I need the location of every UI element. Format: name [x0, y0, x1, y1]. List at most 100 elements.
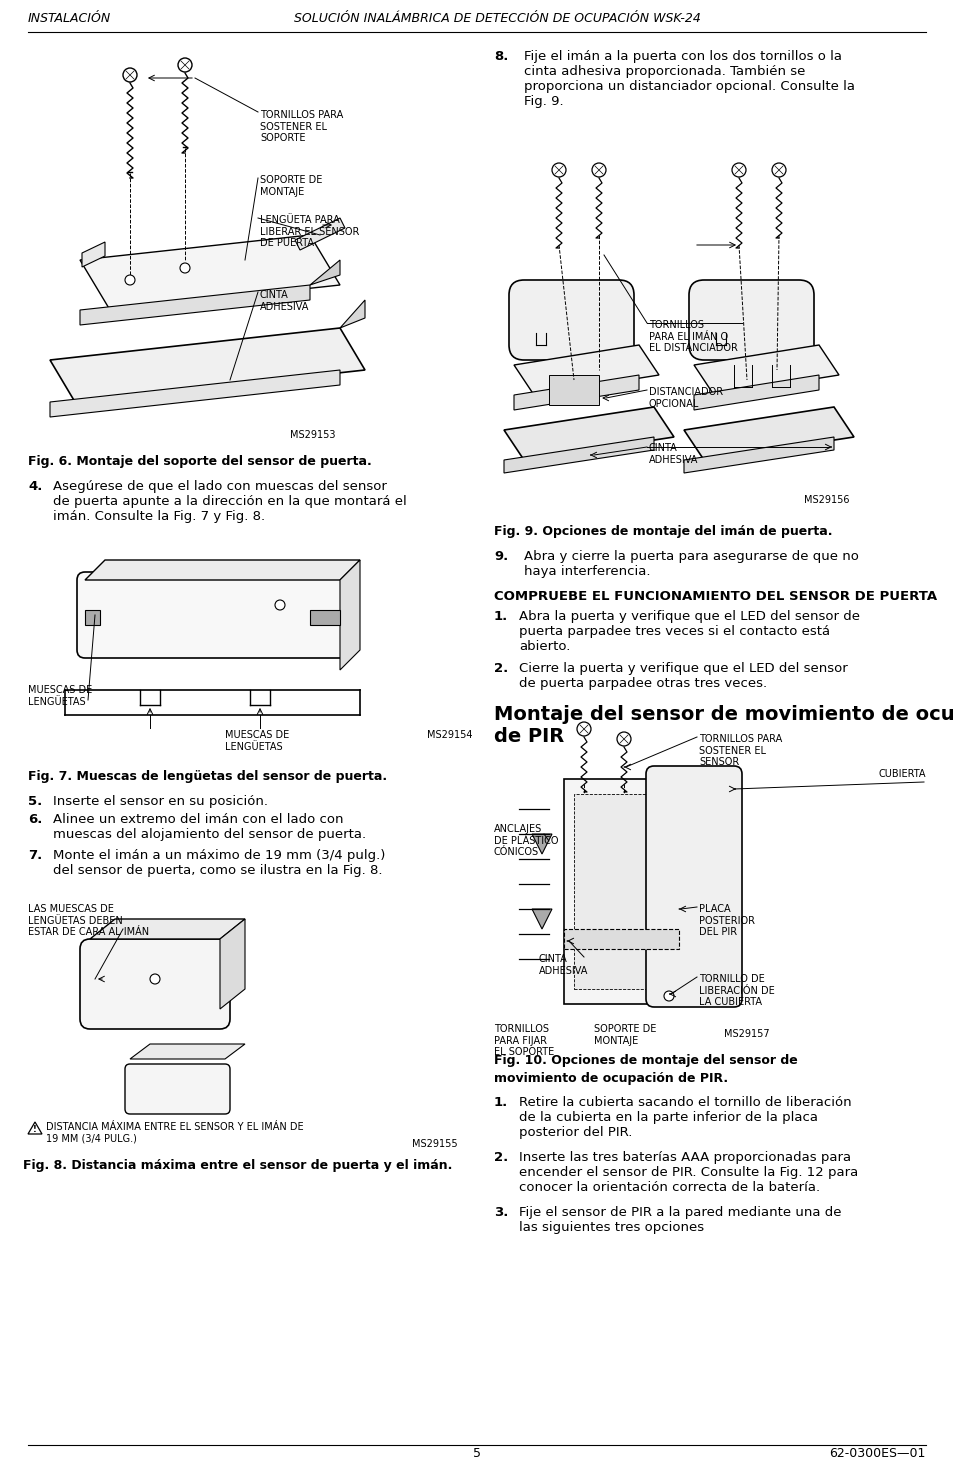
Text: Asegúrese de que el lado con muescas del sensor
de puerta apunte a la dirección : Asegúrese de que el lado con muescas del…	[53, 479, 406, 524]
Text: TORNILLOS
PARA EL IMÁN O
EL DISTANCIADOR: TORNILLOS PARA EL IMÁN O EL DISTANCIADOR	[648, 320, 737, 353]
Text: Fije el imán a la puerta con los dos tornillos o la
cinta adhesiva proporcionada: Fije el imán a la puerta con los dos tor…	[523, 50, 854, 108]
Text: TORNILLOS PARA
SOSTENER EL
SOPORTE: TORNILLOS PARA SOSTENER EL SOPORTE	[260, 111, 343, 143]
Polygon shape	[503, 407, 673, 460]
Text: Inserte las tres baterías AAA proporcionadas para
encender el sensor de PIR. Con: Inserte las tres baterías AAA proporcion…	[518, 1150, 858, 1193]
Text: SOPORTE DE
MONTAJE: SOPORTE DE MONTAJE	[260, 176, 322, 196]
FancyBboxPatch shape	[80, 940, 230, 1030]
Polygon shape	[339, 560, 359, 670]
Text: TORNILLOS
PARA FIJAR
EL SOPORTE: TORNILLOS PARA FIJAR EL SOPORTE	[494, 1024, 554, 1058]
Polygon shape	[514, 375, 639, 410]
Text: 2.: 2.	[494, 1150, 508, 1164]
Polygon shape	[80, 285, 310, 324]
Polygon shape	[90, 919, 245, 940]
Text: 8.: 8.	[494, 50, 508, 63]
Polygon shape	[85, 560, 359, 580]
Text: 5.: 5.	[28, 795, 42, 808]
Polygon shape	[693, 345, 838, 395]
FancyBboxPatch shape	[645, 766, 741, 1007]
Text: 1.: 1.	[494, 1096, 508, 1109]
Text: 2.: 2.	[494, 662, 508, 676]
Bar	[563, 929, 679, 948]
FancyBboxPatch shape	[509, 280, 634, 360]
Text: PLACA
POSTERIOR
DEL PIR: PLACA POSTERIOR DEL PIR	[699, 904, 754, 937]
Polygon shape	[683, 407, 853, 460]
Polygon shape	[85, 611, 100, 625]
Circle shape	[123, 68, 137, 83]
Text: DISTANCIADOR
OPCIONAL: DISTANCIADOR OPCIONAL	[648, 386, 722, 409]
Text: Cierre la puerta y verifique que el LED del sensor
de puerta parpadee otras tres: Cierre la puerta y verifique que el LED …	[518, 662, 847, 690]
Text: INSTALACIÓN: INSTALACIÓN	[28, 12, 112, 25]
Text: Retire la cubierta sacando el tornillo de liberación
de la cubierta en la parte : Retire la cubierta sacando el tornillo d…	[518, 1096, 851, 1139]
Text: CUBIERTA: CUBIERTA	[878, 768, 925, 779]
Polygon shape	[339, 299, 365, 327]
Polygon shape	[50, 327, 365, 403]
Text: CINTA
ADHESIVA: CINTA ADHESIVA	[538, 954, 588, 975]
Text: CINTA
ADHESIVA: CINTA ADHESIVA	[648, 442, 698, 465]
Text: Alinee un extremo del imán con el lado con
muescas del alojamiento del sensor de: Alinee un extremo del imán con el lado c…	[53, 813, 366, 841]
Text: 62-0300ES—01: 62-0300ES—01	[829, 1447, 925, 1460]
Polygon shape	[310, 260, 339, 285]
Text: ANCLAJES
DE PLÁSTICO
CÓNICOS: ANCLAJES DE PLÁSTICO CÓNICOS	[494, 825, 558, 857]
Text: 4.: 4.	[28, 479, 42, 493]
Text: 9.: 9.	[494, 550, 508, 563]
Text: Abra la puerta y verifique que el LED del sensor de
puerta parpadee tres veces s: Abra la puerta y verifique que el LED de…	[518, 611, 859, 653]
Text: MS29153: MS29153	[290, 431, 335, 440]
Polygon shape	[80, 235, 339, 310]
Text: SOLUCIÓN INALÁMBRICA DE DETECCIÓN DE OCUPACIÓN WSK-24: SOLUCIÓN INALÁMBRICA DE DETECCIÓN DE OCU…	[294, 12, 700, 25]
Polygon shape	[130, 1044, 245, 1059]
Text: Fig. 10. Opciones de montaje del sensor de: Fig. 10. Opciones de montaje del sensor …	[494, 1055, 797, 1066]
Bar	[563, 779, 679, 1004]
Text: MS29157: MS29157	[723, 1030, 769, 1038]
Text: movimiento de ocupación de PIR.: movimiento de ocupación de PIR.	[494, 1072, 727, 1086]
Circle shape	[180, 263, 190, 273]
Text: Monte el imán a un máximo de 19 mm (3/4 pulg.)
del sensor de puerta, como se ilu: Monte el imán a un máximo de 19 mm (3/4 …	[53, 850, 385, 878]
Text: 1.: 1.	[494, 611, 508, 622]
Circle shape	[577, 721, 590, 736]
Text: DISTANCIA MÁXIMA ENTRE EL SENSOR Y EL IMÁN DE
19 MM (3/4 PULG.): DISTANCIA MÁXIMA ENTRE EL SENSOR Y EL IM…	[46, 1122, 303, 1143]
Text: MUESCAS DE
LENGÜETAS: MUESCAS DE LENGÜETAS	[28, 684, 92, 707]
Text: MUESCAS DE
LENGÜETAS: MUESCAS DE LENGÜETAS	[225, 730, 289, 752]
Polygon shape	[683, 437, 833, 473]
Polygon shape	[503, 437, 654, 473]
Circle shape	[771, 164, 785, 177]
Circle shape	[663, 991, 673, 1002]
FancyBboxPatch shape	[77, 572, 348, 658]
Text: MS29154: MS29154	[427, 730, 472, 740]
Polygon shape	[50, 370, 339, 417]
Circle shape	[178, 58, 192, 72]
Text: Fig. 8. Distancia máxima entre el sensor de puerta y el imán.: Fig. 8. Distancia máxima entre el sensor…	[23, 1159, 453, 1173]
Text: Fig. 7. Muescas de lengüetas del sensor de puerta.: Fig. 7. Muescas de lengüetas del sensor …	[28, 770, 387, 783]
Polygon shape	[310, 611, 339, 625]
Text: Inserte el sensor en su posición.: Inserte el sensor en su posición.	[53, 795, 268, 808]
Circle shape	[274, 600, 285, 611]
Text: LENGÜETA PARA
LIBERAR EL SENSOR
DE PUERTA: LENGÜETA PARA LIBERAR EL SENSOR DE PUERT…	[260, 215, 359, 248]
Polygon shape	[532, 909, 552, 929]
Text: Fig. 6. Montaje del soporte del sensor de puerta.: Fig. 6. Montaje del soporte del sensor d…	[28, 454, 372, 468]
Circle shape	[125, 274, 135, 285]
FancyBboxPatch shape	[688, 280, 813, 360]
FancyBboxPatch shape	[548, 375, 598, 406]
Circle shape	[617, 732, 630, 746]
Polygon shape	[220, 919, 245, 1009]
Text: 5: 5	[473, 1447, 480, 1460]
Circle shape	[592, 164, 605, 177]
Text: SOPORTE DE
MONTAJE: SOPORTE DE MONTAJE	[594, 1024, 656, 1046]
Text: COMPRUEBE EL FUNCIONAMIENTO DEL SENSOR DE PUERTA: COMPRUEBE EL FUNCIONAMIENTO DEL SENSOR D…	[494, 590, 936, 603]
Text: TORNILLOS PARA
SOSTENER EL
SENSOR: TORNILLOS PARA SOSTENER EL SENSOR	[699, 735, 781, 767]
Text: Fije el sensor de PIR a la pared mediante una de
las siguientes tres opciones: Fije el sensor de PIR a la pared mediant…	[518, 1207, 841, 1235]
Polygon shape	[82, 242, 105, 267]
Polygon shape	[514, 345, 659, 395]
Text: CINTA
ADHESIVA: CINTA ADHESIVA	[260, 291, 309, 311]
Polygon shape	[693, 375, 818, 410]
Text: !: !	[33, 1125, 37, 1134]
Text: TORNILLO DE
LIBERACIÓN DE
LA CUBIERTA: TORNILLO DE LIBERACIÓN DE LA CUBIERTA	[699, 974, 774, 1007]
Circle shape	[552, 164, 565, 177]
Circle shape	[731, 164, 745, 177]
Polygon shape	[294, 218, 345, 249]
Text: MS29155: MS29155	[412, 1139, 457, 1149]
Bar	[574, 794, 668, 990]
Text: 3.: 3.	[494, 1207, 508, 1218]
Polygon shape	[532, 833, 552, 854]
Circle shape	[150, 974, 160, 984]
Text: 7.: 7.	[28, 850, 42, 861]
